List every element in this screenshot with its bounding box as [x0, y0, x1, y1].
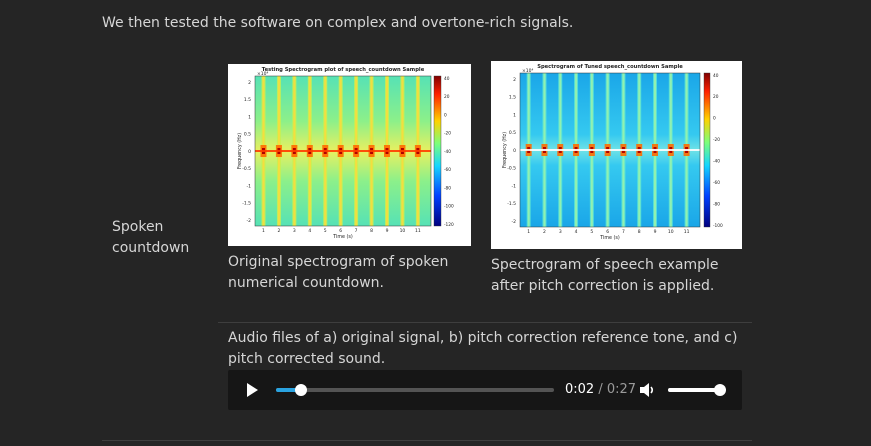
x-tick-label: 5	[590, 229, 593, 235]
x-tick-label: 2	[543, 229, 546, 235]
progress-bar[interactable]	[276, 384, 554, 396]
colorbar-tick-label: -100	[444, 204, 454, 210]
x-tick-label: 1	[262, 228, 265, 234]
volume-thumb[interactable]	[714, 384, 727, 396]
volume-icon[interactable]	[638, 381, 656, 399]
colorbar-tick-label: 40	[713, 73, 719, 79]
y-tick-label: 1	[248, 114, 251, 120]
colorbar-tick-label: -100	[713, 223, 723, 229]
spectrogram-tuned-figure: Spectrogram of Tuned speech_countdown Sa…	[491, 61, 742, 249]
colorbar-tick-label: -40	[444, 149, 451, 155]
y-tick-label: -1.5	[242, 201, 251, 207]
x-tick-label: 4	[308, 228, 311, 234]
y-tick-label: 0.5	[509, 130, 516, 136]
x-tick-label: 8	[370, 228, 373, 234]
plot-frame	[519, 72, 701, 228]
x-tick-label: 7	[622, 229, 625, 235]
y-exponent: ×10⁴	[522, 68, 533, 74]
x-tick-label: 10	[668, 229, 674, 235]
x-tick-label: 6	[339, 228, 342, 234]
progress-thumb[interactable]	[295, 384, 308, 396]
divider-top	[218, 322, 752, 323]
center-line	[255, 150, 431, 152]
y-tick-label: -1.5	[507, 201, 516, 207]
x-tick-label: 7	[355, 228, 358, 234]
y-exponent: ×10⁴	[257, 71, 268, 77]
colorbar-tick-label: -20	[713, 137, 720, 143]
spectrogram-tuned-chart: Spectrogram of Tuned speech_countdown Sa…	[502, 64, 723, 241]
x-tick-label: 11	[684, 229, 690, 235]
x-tick-label: 8	[638, 229, 641, 235]
y-tick-label: -1	[247, 183, 252, 189]
divider-bottom	[102, 440, 752, 441]
x-tick-label: 9	[386, 228, 389, 234]
colorbar-tick-label: 0	[444, 112, 447, 118]
volume-fill	[668, 388, 721, 392]
colorbar	[433, 75, 442, 227]
spectrogram-original-caption: Original spectrogram of spoken numerical…	[228, 254, 449, 291]
chart-title: Testing Spectrogram plot of speech_count…	[262, 67, 425, 73]
y-tick-label: 1.5	[509, 95, 516, 101]
y-tick-label: 0	[248, 149, 251, 155]
y-tick-label: 0	[513, 148, 516, 154]
y-tick-label: 1	[513, 112, 516, 118]
y-tick-label: 0.5	[244, 132, 251, 138]
x-tick-label: 2	[277, 228, 280, 234]
x-tick-label: 3	[293, 228, 296, 234]
time-separator: /	[598, 382, 603, 397]
colorbar-tick-label: 20	[444, 94, 450, 100]
y-tick-label: 2	[248, 80, 251, 86]
chart-title: Spectrogram of Tuned speech_countdown Sa…	[537, 64, 683, 70]
y-tick-label: 1.5	[244, 97, 251, 103]
colorbar-tick-label: -60	[713, 180, 720, 186]
colorbar-tick-label: -20	[444, 131, 451, 137]
play-icon[interactable]	[244, 382, 260, 398]
y-tick-label: 2	[513, 77, 516, 83]
duration: 0:27	[606, 382, 637, 397]
x-tick-label: 1	[527, 229, 530, 235]
colorbar	[703, 72, 711, 228]
y-tick-label: -1	[512, 183, 517, 189]
audio-caption: Audio files of a) original signal, b) pi…	[228, 330, 738, 367]
y-tick-label: -2	[512, 219, 517, 225]
x-axis-label: Time (s)	[599, 235, 620, 241]
progress-fill	[276, 388, 302, 392]
y-axis-label: Frequency (Hz)	[237, 133, 243, 169]
spectrogram-original-chart: Testing Spectrogram plot of speech_count…	[237, 67, 454, 240]
time-display: 0:02 / 0:27	[565, 382, 636, 397]
y-tick-label: -0.5	[507, 166, 516, 172]
row-label: Spoken countdown	[112, 219, 190, 256]
center-line	[520, 149, 700, 151]
x-tick-label: 3	[559, 229, 562, 235]
x-tick-label: 6	[606, 229, 609, 235]
y-tick-label: -0.5	[242, 166, 251, 172]
colorbar-tick-label: 40	[444, 76, 450, 82]
x-axis-label: Time (s)	[332, 234, 353, 240]
colorbar-tick-label: 20	[713, 94, 719, 100]
plot-frame	[254, 75, 432, 227]
x-tick-label: 11	[415, 228, 421, 234]
audio-player[interactable]: 0:02 / 0:27	[228, 370, 742, 410]
colorbar-tick-label: -60	[444, 167, 451, 173]
x-tick-label: 4	[575, 229, 578, 235]
colorbar-tick-label: 0	[713, 116, 716, 122]
colorbar-tick-label: -80	[713, 201, 720, 207]
x-tick-label: 10	[400, 228, 406, 234]
colorbar-tick-label: -40	[713, 159, 720, 165]
current-time: 0:02	[565, 382, 595, 397]
volume-slider[interactable]	[668, 384, 727, 396]
colorbar-tick-label: -120	[444, 222, 454, 228]
y-axis-label: Frequency (Hz)	[502, 132, 508, 168]
y-tick-label: -2	[247, 218, 252, 224]
x-tick-label: 5	[324, 228, 327, 234]
spectrogram-tuned-caption: Spectrogram of speech example after pitc…	[491, 257, 719, 294]
spectrogram-original-figure: Testing Spectrogram plot of speech_count…	[228, 64, 471, 246]
x-tick-label: 9	[654, 229, 657, 235]
colorbar-tick-label: -80	[444, 185, 451, 191]
intro-text: We then tested the software on complex a…	[102, 15, 574, 31]
